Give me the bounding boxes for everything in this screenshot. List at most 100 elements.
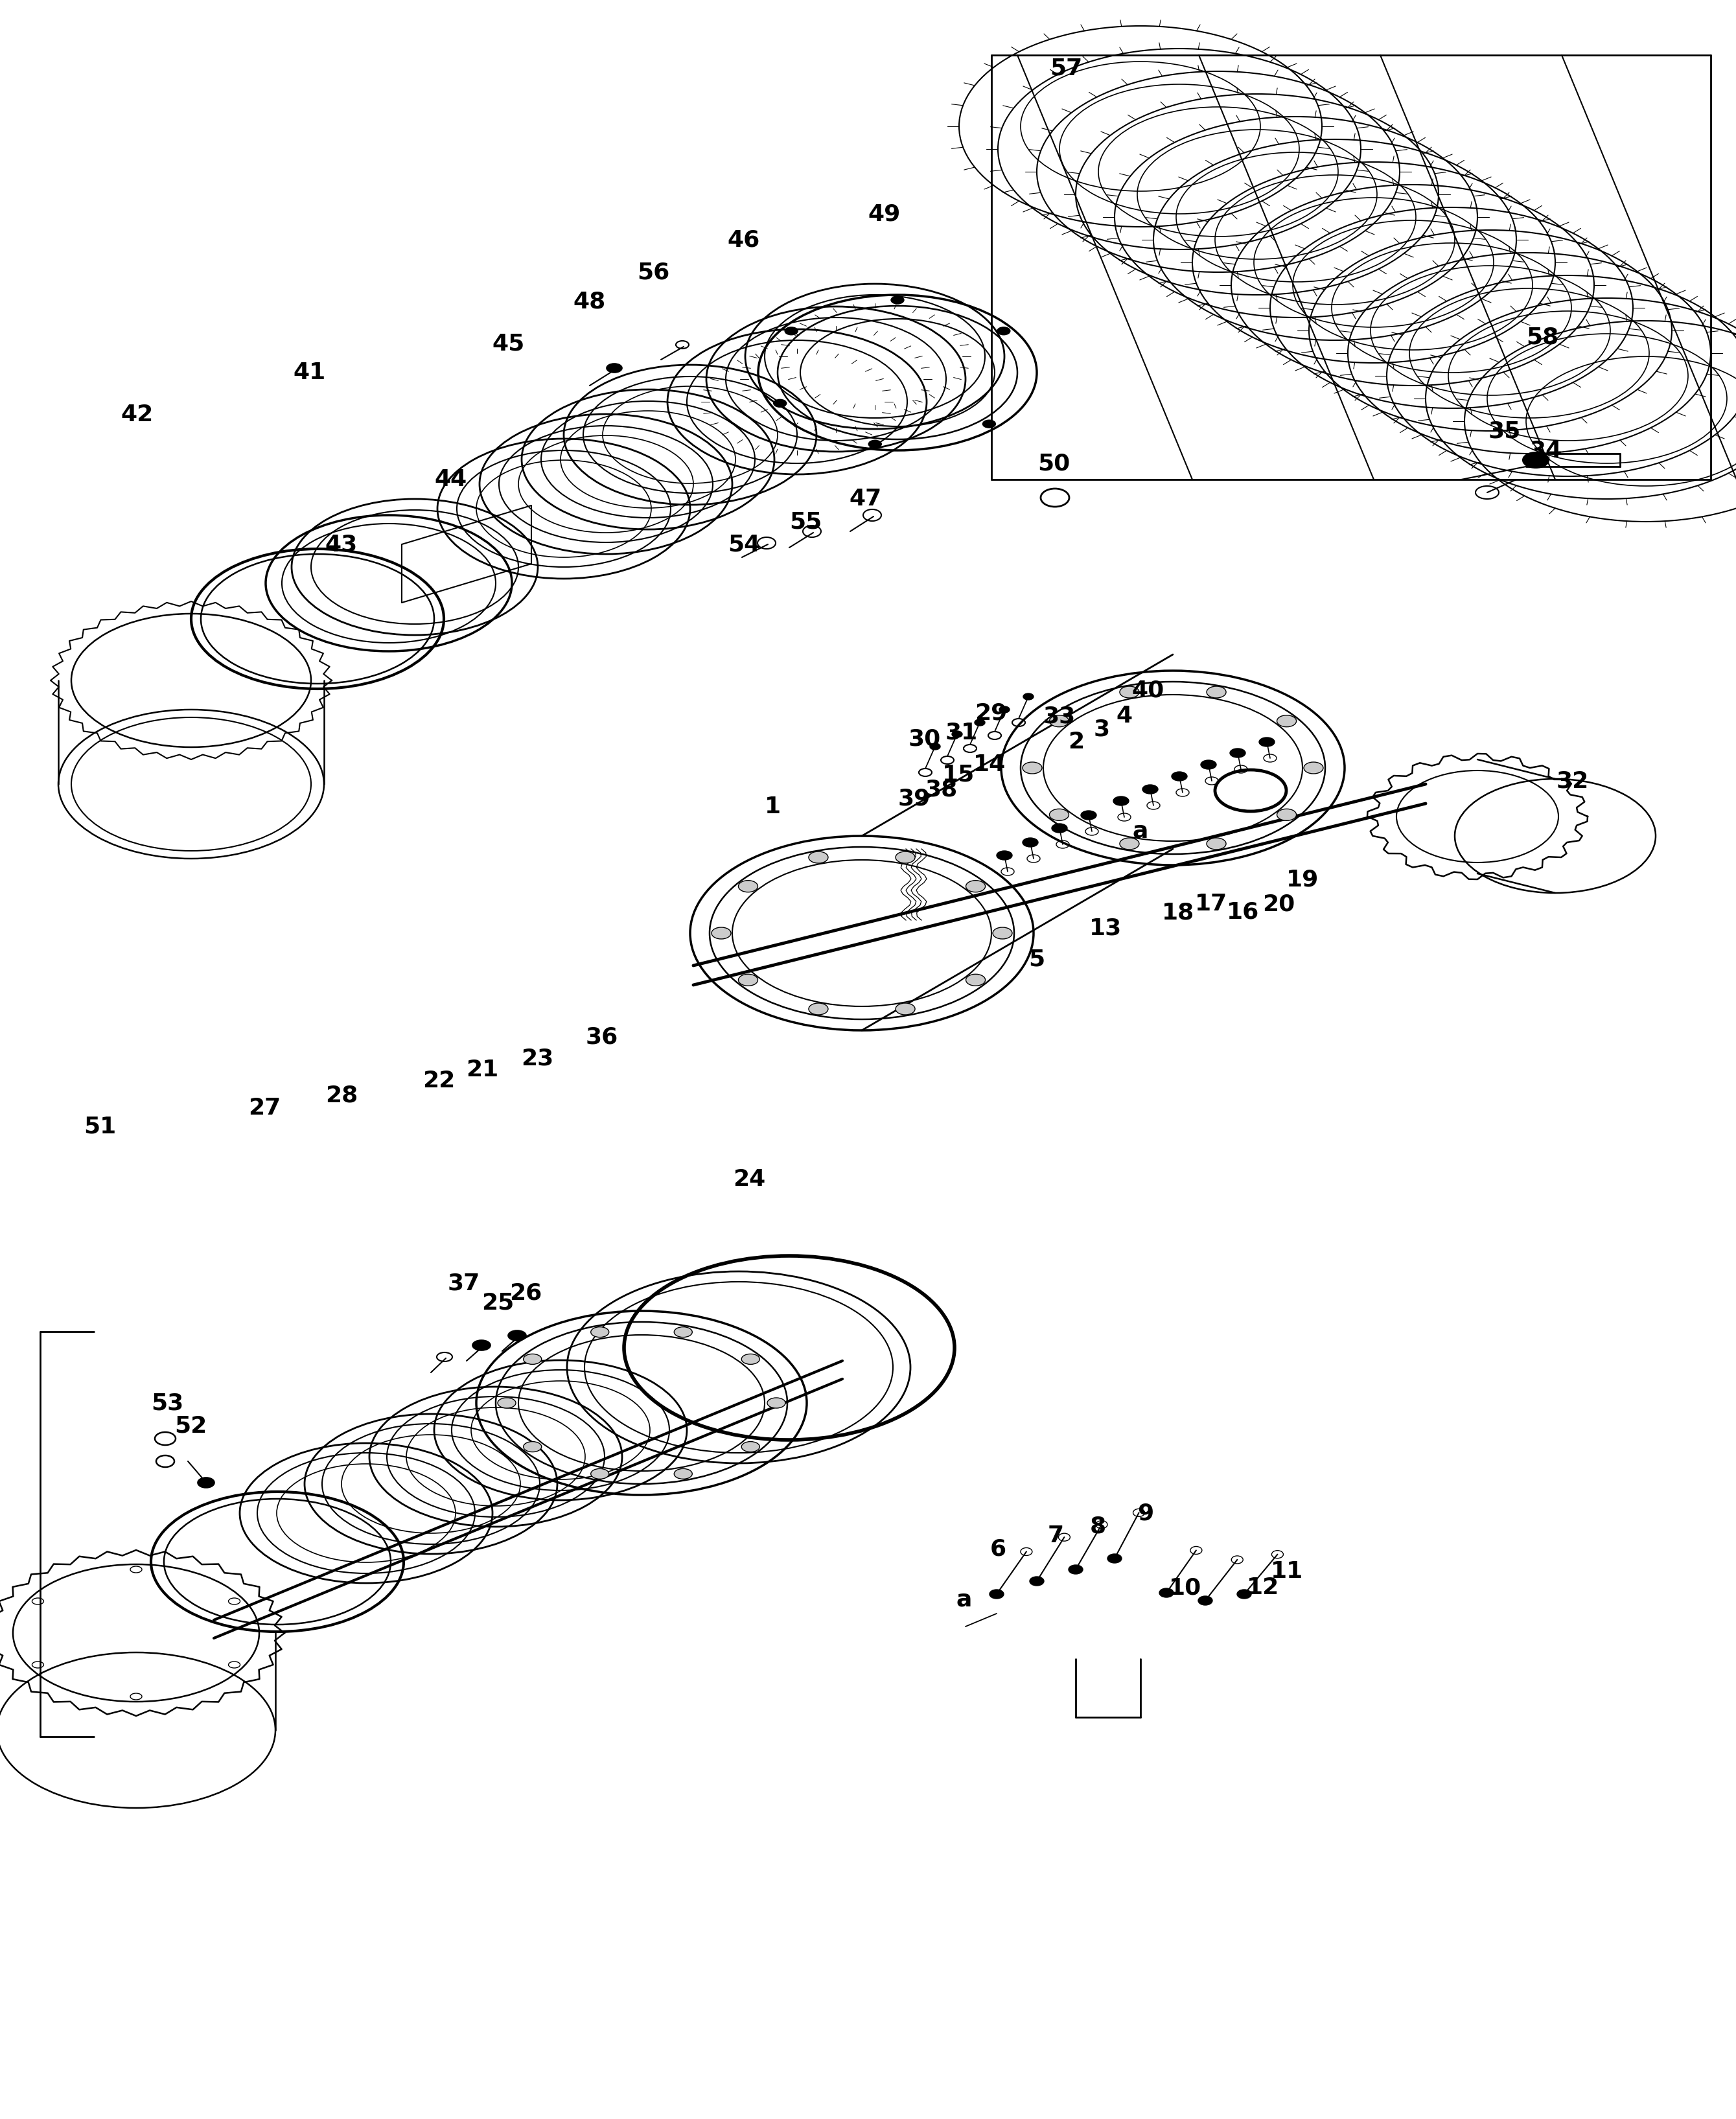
Text: 42: 42 (122, 405, 155, 426)
Ellipse shape (868, 441, 882, 447)
Ellipse shape (1069, 1566, 1083, 1574)
Ellipse shape (1023, 763, 1042, 773)
Ellipse shape (1278, 809, 1297, 820)
Text: 48: 48 (573, 290, 606, 311)
Text: 58: 58 (1526, 326, 1559, 348)
Text: 57: 57 (1050, 57, 1082, 78)
Ellipse shape (1052, 824, 1068, 833)
Ellipse shape (1160, 1589, 1174, 1598)
Text: 45: 45 (493, 333, 524, 354)
Text: 12: 12 (1246, 1577, 1279, 1598)
Text: 10: 10 (1168, 1577, 1201, 1598)
Text: 7: 7 (1047, 1526, 1064, 1547)
Text: 8: 8 (1090, 1515, 1106, 1536)
Text: 5: 5 (1029, 947, 1045, 971)
Ellipse shape (509, 1331, 526, 1341)
Ellipse shape (1304, 763, 1323, 773)
Ellipse shape (674, 1468, 693, 1479)
Ellipse shape (983, 420, 996, 428)
Ellipse shape (965, 975, 986, 985)
Text: 55: 55 (790, 511, 821, 532)
Ellipse shape (891, 297, 904, 303)
Ellipse shape (1108, 1553, 1121, 1564)
Ellipse shape (1201, 761, 1217, 769)
Ellipse shape (1023, 837, 1038, 848)
Text: 15: 15 (943, 763, 974, 786)
Ellipse shape (1238, 1589, 1252, 1598)
Text: 44: 44 (434, 468, 467, 489)
Ellipse shape (524, 1354, 542, 1365)
Text: 46: 46 (727, 229, 760, 250)
Text: 51: 51 (83, 1115, 116, 1138)
Ellipse shape (1229, 748, 1245, 756)
Ellipse shape (951, 731, 962, 737)
Ellipse shape (1120, 687, 1139, 697)
Ellipse shape (1278, 716, 1297, 727)
Text: 16: 16 (1227, 901, 1259, 922)
Ellipse shape (896, 852, 915, 862)
Ellipse shape (1207, 837, 1226, 850)
Text: 19: 19 (1286, 869, 1319, 890)
Ellipse shape (1207, 687, 1226, 697)
Ellipse shape (965, 882, 986, 892)
Ellipse shape (674, 1326, 693, 1337)
Ellipse shape (809, 852, 828, 862)
Ellipse shape (738, 882, 759, 892)
Ellipse shape (606, 364, 621, 373)
Ellipse shape (590, 1326, 609, 1337)
Ellipse shape (712, 928, 731, 939)
Ellipse shape (974, 718, 984, 727)
Text: 52: 52 (174, 1415, 207, 1437)
Ellipse shape (1049, 716, 1069, 727)
Text: 47: 47 (849, 487, 882, 511)
Ellipse shape (1023, 693, 1033, 699)
Ellipse shape (741, 1354, 760, 1365)
Text: 23: 23 (521, 1047, 554, 1070)
Text: 4: 4 (1116, 706, 1132, 727)
Ellipse shape (472, 1339, 491, 1350)
Text: 40: 40 (1132, 678, 1165, 701)
Ellipse shape (774, 398, 786, 407)
Ellipse shape (1082, 812, 1097, 820)
Ellipse shape (1049, 809, 1069, 820)
Text: 36: 36 (585, 1026, 618, 1047)
Text: 3: 3 (1094, 718, 1109, 740)
Text: 9: 9 (1137, 1502, 1154, 1524)
Text: 11: 11 (1271, 1560, 1304, 1583)
Text: 18: 18 (1161, 901, 1194, 924)
Ellipse shape (1113, 797, 1128, 805)
Text: 2: 2 (1068, 731, 1085, 752)
Ellipse shape (990, 1589, 1003, 1598)
Text: 50: 50 (1038, 451, 1069, 475)
Ellipse shape (1259, 737, 1274, 746)
Ellipse shape (198, 1477, 215, 1488)
Text: 43: 43 (325, 534, 358, 555)
Text: 24: 24 (733, 1168, 766, 1191)
Ellipse shape (996, 852, 1012, 860)
Ellipse shape (1522, 451, 1549, 468)
Text: 13: 13 (1088, 918, 1121, 939)
Text: 41: 41 (293, 362, 326, 384)
Ellipse shape (524, 1441, 542, 1452)
Ellipse shape (1198, 1596, 1212, 1604)
Text: 6: 6 (990, 1538, 1007, 1560)
Text: 21: 21 (465, 1060, 498, 1081)
Text: 28: 28 (325, 1085, 358, 1106)
Ellipse shape (896, 1002, 915, 1015)
Ellipse shape (1142, 784, 1158, 795)
Text: 37: 37 (448, 1271, 481, 1295)
Ellipse shape (1172, 771, 1187, 782)
Text: 32: 32 (1557, 769, 1588, 793)
Text: 53: 53 (151, 1392, 184, 1413)
Ellipse shape (741, 1441, 760, 1452)
Text: 26: 26 (509, 1282, 542, 1303)
Ellipse shape (785, 326, 799, 335)
Ellipse shape (1120, 837, 1139, 850)
Text: 54: 54 (727, 534, 760, 555)
Text: 25: 25 (481, 1290, 514, 1314)
Text: 35: 35 (1488, 420, 1521, 443)
Text: 29: 29 (974, 701, 1007, 725)
Ellipse shape (498, 1399, 516, 1409)
Text: 1: 1 (766, 797, 781, 818)
Ellipse shape (996, 326, 1010, 335)
